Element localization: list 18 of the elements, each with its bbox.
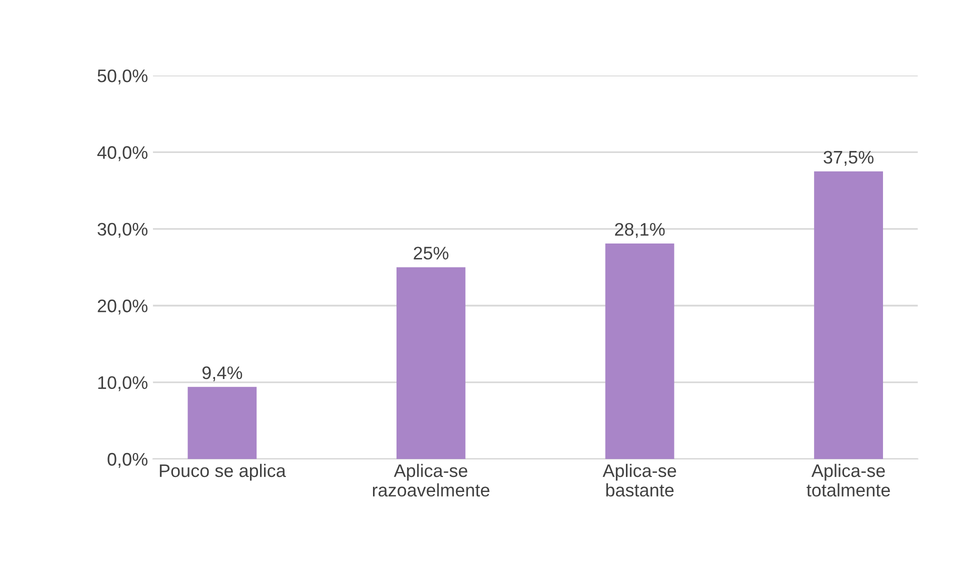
data-label: 25% xyxy=(414,246,448,260)
data-label: 9,4% xyxy=(202,366,242,382)
y-tick-label: 10,0% xyxy=(98,376,148,392)
data-label: 37,5% xyxy=(824,150,874,166)
bar xyxy=(605,243,674,459)
bar xyxy=(814,171,883,459)
data-label: 28,1% xyxy=(615,222,665,238)
y-tick-label: 20,0% xyxy=(98,300,148,314)
bar xyxy=(396,267,466,459)
bar xyxy=(188,386,257,459)
y-tick-label: 30,0% xyxy=(98,222,148,238)
x-tick-label: Aplica-se totalmente xyxy=(806,464,890,497)
y-tick-label: 0,0% xyxy=(108,452,148,468)
x-tick-label: Aplica-se bastante xyxy=(602,464,676,497)
y-tick-label: 40,0% xyxy=(97,146,148,162)
y-tick-label: 50,0% xyxy=(98,69,148,84)
x-tick-label: Pouco se aplica xyxy=(160,464,286,481)
x-tick-label: Aplica-se razoavelmente xyxy=(372,464,490,497)
